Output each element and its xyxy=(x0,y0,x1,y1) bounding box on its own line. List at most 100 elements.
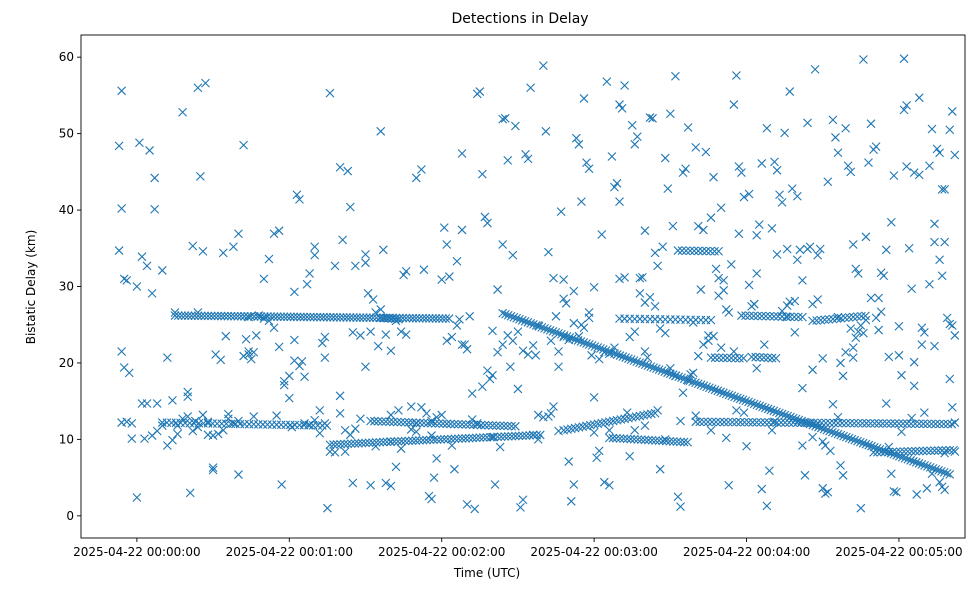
detection-point xyxy=(626,434,636,444)
detection-point xyxy=(928,463,938,473)
detection-point xyxy=(886,217,896,227)
detection-point xyxy=(630,139,640,149)
detection-point xyxy=(599,477,609,487)
detection-point xyxy=(312,312,322,322)
detection-point xyxy=(362,313,371,323)
detection-point xyxy=(640,298,650,307)
detection-point xyxy=(943,419,953,429)
detection-point xyxy=(569,318,579,328)
detection-point xyxy=(589,428,599,437)
detection-point xyxy=(411,418,421,428)
detection-point xyxy=(512,313,522,323)
detection-point xyxy=(821,418,831,428)
detection-point xyxy=(213,429,223,439)
detection-point xyxy=(287,422,297,432)
detection-point xyxy=(917,323,927,333)
detection-point xyxy=(508,250,518,260)
detection-point xyxy=(444,314,454,323)
detection-point xyxy=(917,459,927,469)
detection-point xyxy=(390,437,399,446)
detection-point xyxy=(496,432,506,442)
detection-point xyxy=(390,314,400,324)
detection-point xyxy=(579,323,589,333)
detection-point xyxy=(489,432,499,442)
detection-point xyxy=(744,397,753,407)
detection-point xyxy=(777,409,787,419)
detection-point xyxy=(259,274,269,284)
detection-point xyxy=(348,478,358,488)
chart-title: Detections in Delay xyxy=(451,11,588,27)
detection-point xyxy=(935,477,944,487)
detection-point xyxy=(193,311,203,321)
detection-point xyxy=(414,313,424,323)
detection-point xyxy=(851,264,861,274)
detection-point xyxy=(785,312,795,322)
detection-point xyxy=(742,441,751,451)
detection-point xyxy=(405,313,414,323)
detection-point xyxy=(897,427,906,437)
detection-point xyxy=(721,433,731,443)
detection-point xyxy=(752,400,762,410)
detection-point xyxy=(447,332,457,342)
detection-point xyxy=(866,418,875,428)
detection-point xyxy=(429,435,438,445)
detection-point xyxy=(824,314,834,324)
detection-point xyxy=(622,408,632,418)
detection-point xyxy=(300,418,309,428)
detection-point xyxy=(716,387,726,397)
detection-point xyxy=(880,447,890,457)
detection-point xyxy=(434,314,444,323)
detection-point xyxy=(533,434,543,444)
detection-point xyxy=(417,402,426,412)
detection-point xyxy=(899,54,909,64)
detection-point xyxy=(302,312,312,322)
y-tick-label: 20 xyxy=(59,356,74,370)
detection-point xyxy=(947,402,957,412)
detection-point xyxy=(691,142,701,152)
detection-point xyxy=(389,417,398,427)
detection-point xyxy=(335,312,345,322)
detection-point xyxy=(930,341,939,351)
detection-point xyxy=(727,391,737,401)
detection-point xyxy=(411,173,421,183)
detection-point xyxy=(762,123,772,133)
detection-point xyxy=(325,440,335,450)
detection-point xyxy=(936,466,946,476)
detection-point xyxy=(820,489,830,499)
detection-point xyxy=(665,436,675,446)
detection-point xyxy=(201,78,210,88)
detection-point xyxy=(514,431,524,441)
detection-point xyxy=(598,345,608,354)
detection-point xyxy=(914,170,924,180)
detection-point xyxy=(345,313,355,322)
detection-point xyxy=(593,419,603,429)
detection-point xyxy=(373,341,383,351)
detection-point xyxy=(815,244,825,254)
detection-point xyxy=(625,332,635,342)
detection-point xyxy=(937,271,947,281)
detection-point xyxy=(619,434,628,444)
detection-point xyxy=(518,346,528,356)
detection-point xyxy=(858,438,868,448)
detection-point xyxy=(772,250,782,259)
detection-point xyxy=(229,418,238,428)
detection-point xyxy=(624,413,633,423)
detection-point xyxy=(879,271,889,281)
detection-point xyxy=(140,434,149,444)
x-axis-label: Time (UTC) xyxy=(453,566,520,580)
detection-point xyxy=(941,445,951,455)
detection-point xyxy=(699,381,709,391)
detection-point xyxy=(805,418,814,428)
detection-point xyxy=(561,298,571,308)
detection-point xyxy=(437,410,447,420)
detection-point xyxy=(485,374,495,384)
detection-point xyxy=(391,462,401,472)
detection-point xyxy=(945,374,955,384)
detection-point xyxy=(392,417,402,427)
detection-point xyxy=(809,418,818,428)
detection-point xyxy=(899,105,909,115)
detection-point xyxy=(427,416,436,426)
detection-point xyxy=(358,313,368,323)
detection-point xyxy=(825,446,835,456)
detection-point xyxy=(507,421,516,431)
